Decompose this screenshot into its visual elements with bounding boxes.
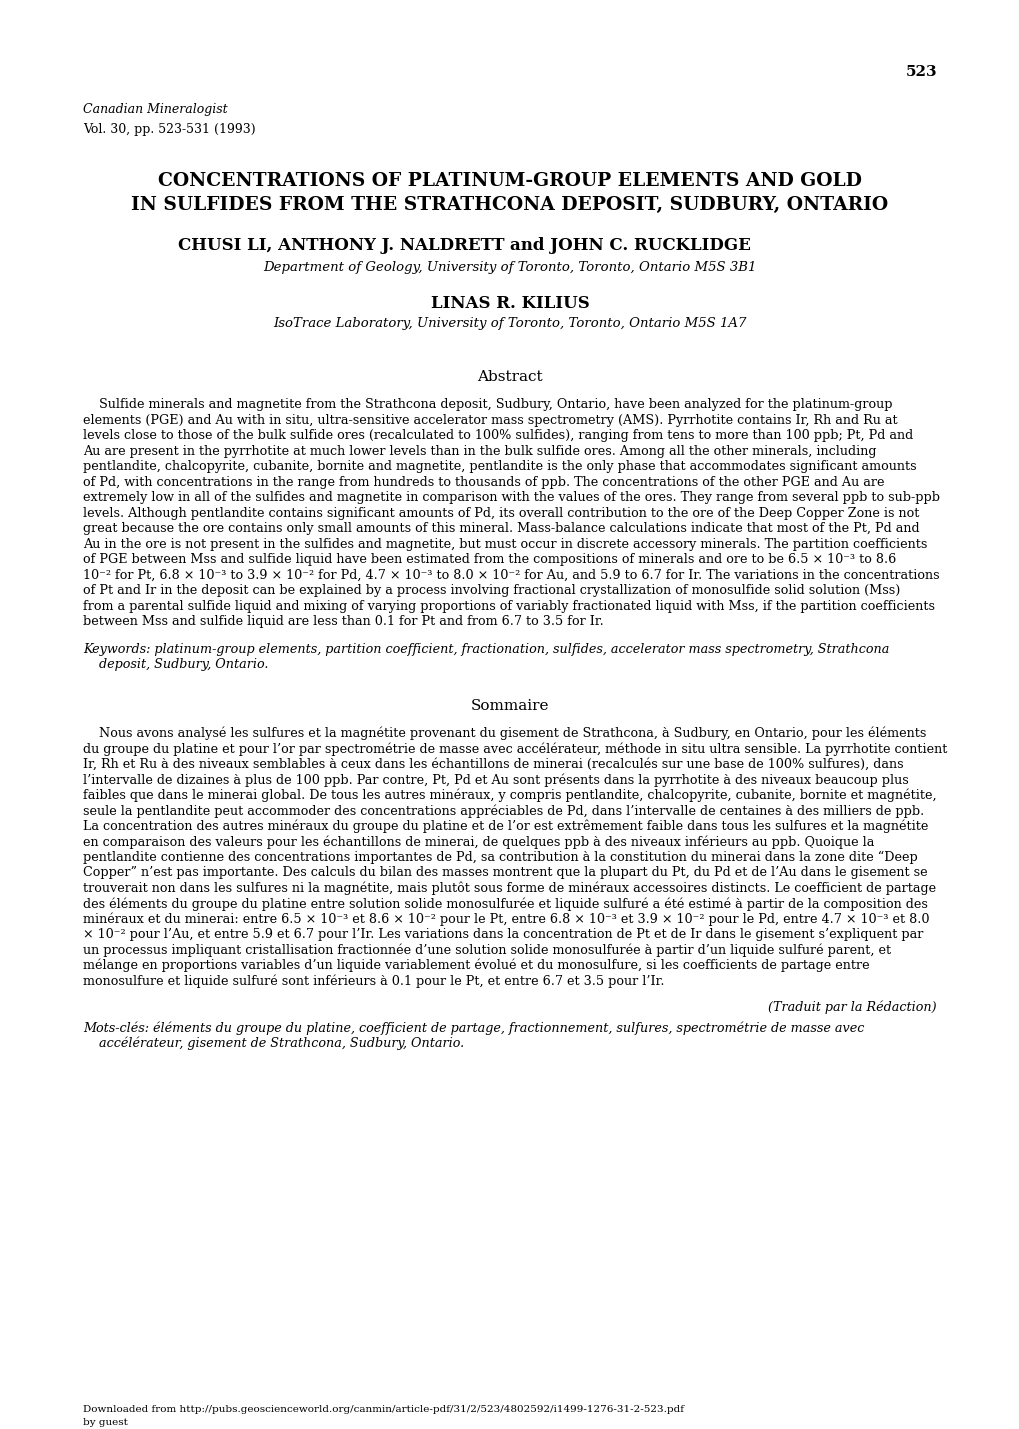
Text: of Pt and Ir in the deposit can be explained by a process involving fractional c: of Pt and Ir in the deposit can be expla… xyxy=(83,584,900,597)
Text: elements (PGE) and Au with in situ, ultra-sensitive accelerator mass spectrometr: elements (PGE) and Au with in situ, ultr… xyxy=(83,413,897,426)
Text: un processus impliquant cristallisation fractionnée d’une solution solide monosu: un processus impliquant cristallisation … xyxy=(83,943,891,957)
Text: CONCENTRATIONS OF PLATINUM-GROUP ELEMENTS AND GOLD: CONCENTRATIONS OF PLATINUM-GROUP ELEMENT… xyxy=(158,171,861,190)
Text: faibles que dans le minerai global. De tous les autres minéraux, y compris pentl: faibles que dans le minerai global. De t… xyxy=(83,789,935,802)
Text: Ir, Rh et Ru à des niveaux semblables à ceux dans les échantillons de minerai (r: Ir, Rh et Ru à des niveaux semblables à … xyxy=(83,757,903,770)
Text: IsoTrace Laboratory, University of Toronto, Toronto, Ontario M5S 1A7: IsoTrace Laboratory, University of Toron… xyxy=(273,317,746,330)
Text: deposit, Sudbury, Ontario.: deposit, Sudbury, Ontario. xyxy=(83,657,268,672)
Text: pentlandite, chalcopyrite, cubanite, bornite and magnetite, pentlandite is the o: pentlandite, chalcopyrite, cubanite, bor… xyxy=(83,460,916,473)
Text: La concentration des autres minéraux du groupe du platine et de l’or est extrême: La concentration des autres minéraux du … xyxy=(83,819,927,833)
Text: minéraux et du minerai: entre 6.5 × 10⁻³ et 8.6 × 10⁻² pour le Pt, entre 6.8 × 1: minéraux et du minerai: entre 6.5 × 10⁻³… xyxy=(83,913,928,926)
Text: by guest: by guest xyxy=(83,1418,127,1428)
Text: trouverait non dans les sulfures ni la magnétite, mais plutôt sous forme de miné: trouverait non dans les sulfures ni la m… xyxy=(83,882,935,895)
Text: accélérateur, gisement de Strathcona, Sudbury, Ontario.: accélérateur, gisement de Strathcona, Su… xyxy=(83,1037,464,1050)
Text: great because the ore contains only small amounts of this mineral. Mass-balance : great because the ore contains only smal… xyxy=(83,522,919,534)
Text: monosulfure et liquide sulfuré sont inférieurs à 0.1 pour le Pt, et entre 6.7 et: monosulfure et liquide sulfuré sont infé… xyxy=(83,975,663,987)
Text: Au in the ore is not present in the sulfides and magnetite, but must occur in di: Au in the ore is not present in the sulf… xyxy=(83,537,926,550)
Text: Nous avons analysé les sulfures et la magnétite provenant du gisement de Strathc: Nous avons analysé les sulfures et la ma… xyxy=(83,726,925,740)
Text: 523: 523 xyxy=(905,64,936,79)
Text: en comparaison des valeurs pour les échantillons de minerai, de quelques ppb à d: en comparaison des valeurs pour les écha… xyxy=(83,835,873,849)
Text: and JOHN C. RUCKLIDGE: and JOHN C. RUCKLIDGE xyxy=(510,237,750,254)
Text: between Mss and sulfide liquid are less than 0.1 for Pt and from 6.7 to 3.5 for : between Mss and sulfide liquid are less … xyxy=(83,614,603,627)
Text: of Pd, with concentrations in the range from hundreds to thousands of ppb. The c: of Pd, with concentrations in the range … xyxy=(83,476,883,489)
Text: Sommaire: Sommaire xyxy=(471,699,548,713)
Text: Abstract: Abstract xyxy=(477,370,542,384)
Text: mélange en proportions variables d’un liquide variablement évolué et du monosulf: mélange en proportions variables d’un li… xyxy=(83,959,869,973)
Text: Mots-clés: éléments du groupe du platine, coefficient de partage, fractionnement: Mots-clés: éléments du groupe du platine… xyxy=(83,1022,863,1035)
Text: LINAS R. KILIUS: LINAS R. KILIUS xyxy=(430,294,589,312)
Text: of PGE between Mss and sulfide liquid have been estimated from the compositions : of PGE between Mss and sulfide liquid ha… xyxy=(83,553,896,566)
Text: levels. Although pentlandite contains significant amounts of Pd, its overall con: levels. Although pentlandite contains si… xyxy=(83,506,918,520)
Text: CHUSI LI, ANTHONY J. NALDRETT: CHUSI LI, ANTHONY J. NALDRETT xyxy=(177,237,510,254)
Text: Vol. 30, pp. 523-531 (1993): Vol. 30, pp. 523-531 (1993) xyxy=(83,123,256,136)
Text: × 10⁻² pour l’Au, et entre 5.9 et 6.7 pour l’Ir. Les variations dans la concentr: × 10⁻² pour l’Au, et entre 5.9 et 6.7 po… xyxy=(83,927,922,942)
Text: Sulfide minerals and magnetite from the Strathcona deposit, Sudbury, Ontario, ha: Sulfide minerals and magnetite from the … xyxy=(83,399,892,412)
Text: du groupe du platine et pour l’or par spectrométrie de masse avec accélérateur, : du groupe du platine et pour l’or par sp… xyxy=(83,742,947,756)
Text: Downloaded from http://pubs.geoscienceworld.org/canmin/article-pdf/31/2/523/4802: Downloaded from http://pubs.geosciencewo… xyxy=(83,1405,684,1415)
Text: Au are present in the pyrrhotite at much lower levels than in the bulk sulfide o: Au are present in the pyrrhotite at much… xyxy=(83,444,875,457)
Text: seule la pentlandite peut accommoder des concentrations appréciables de Pd, dans: seule la pentlandite peut accommoder des… xyxy=(83,805,923,817)
Text: Department of Geology, University of Toronto, Toronto, Ontario M5S 3B1: Department of Geology, University of Tor… xyxy=(263,262,756,274)
Text: Copper” n’est pas importante. Des calculs du bilan des masses montrent que la pl: Copper” n’est pas importante. Des calcul… xyxy=(83,866,926,879)
Text: levels close to those of the bulk sulfide ores (recalculated to 100% sulfides), : levels close to those of the bulk sulfid… xyxy=(83,429,912,442)
Text: (Traduit par la Rédaction): (Traduit par la Rédaction) xyxy=(767,1000,936,1013)
Text: from a parental sulfide liquid and mixing of varying proportions of variably fra: from a parental sulfide liquid and mixin… xyxy=(83,600,934,613)
Text: des éléments du groupe du platine entre solution solide monosulfurée et liquide : des éléments du groupe du platine entre … xyxy=(83,897,927,910)
Text: 10⁻² for Pt, 6.8 × 10⁻³ to 3.9 × 10⁻² for Pd, 4.7 × 10⁻³ to 8.0 × 10⁻² for Au, a: 10⁻² for Pt, 6.8 × 10⁻³ to 3.9 × 10⁻² fo… xyxy=(83,569,938,582)
Text: l’intervalle de dizaines à plus de 100 ppb. Par contre, Pt, Pd et Au sont présen: l’intervalle de dizaines à plus de 100 p… xyxy=(83,773,908,786)
Text: pentlandite contienne des concentrations importantes de Pd, sa contribution à la: pentlandite contienne des concentrations… xyxy=(83,850,917,863)
Text: IN SULFIDES FROM THE STRATHCONA DEPOSIT, SUDBURY, ONTARIO: IN SULFIDES FROM THE STRATHCONA DEPOSIT,… xyxy=(131,196,888,214)
Text: Keywords: platinum-group elements, partition coefficient, fractionation, sulfide: Keywords: platinum-group elements, parti… xyxy=(83,643,889,656)
Text: extremely low in all of the sulfides and magnetite in comparison with the values: extremely low in all of the sulfides and… xyxy=(83,492,940,504)
Text: Canadian Mineralogist: Canadian Mineralogist xyxy=(83,103,227,116)
